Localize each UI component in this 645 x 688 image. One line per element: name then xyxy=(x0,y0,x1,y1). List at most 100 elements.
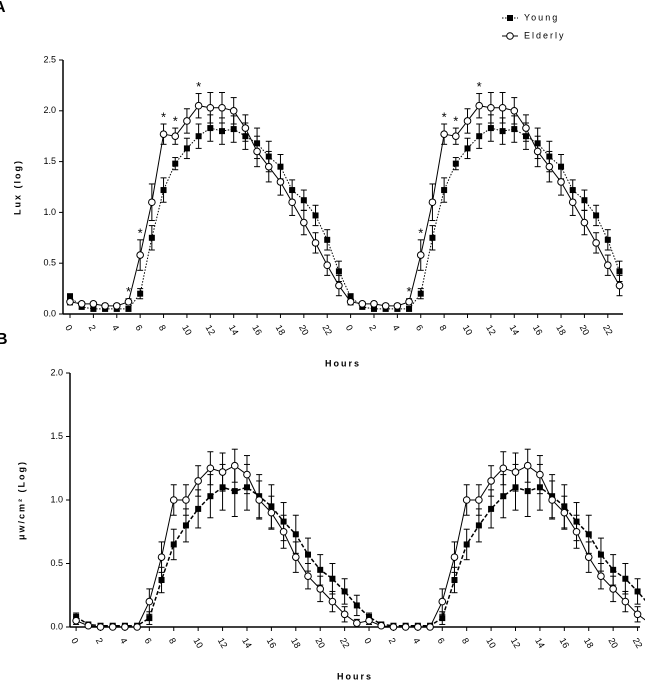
x-tick-label: 12 xyxy=(216,636,230,650)
marker xyxy=(358,300,367,308)
marker xyxy=(441,187,448,194)
marker xyxy=(633,610,642,619)
marker xyxy=(218,103,226,112)
marker xyxy=(253,147,261,156)
series-line xyxy=(69,127,620,310)
marker xyxy=(89,300,98,308)
marker xyxy=(133,623,141,631)
marker xyxy=(121,623,129,631)
marker xyxy=(300,218,308,227)
marker xyxy=(148,198,156,207)
marker xyxy=(604,236,611,243)
marker xyxy=(171,132,180,140)
panel-label: B xyxy=(0,331,8,348)
y-tick-label: 1.5 xyxy=(50,431,63,441)
marker xyxy=(533,147,542,156)
marker xyxy=(507,15,513,21)
x-tick-label: 2 xyxy=(387,636,398,645)
marker xyxy=(125,305,132,312)
panel-label: A xyxy=(0,0,6,16)
marker xyxy=(172,160,179,167)
x-tick-label: 0 xyxy=(362,636,373,645)
marker xyxy=(545,162,554,171)
marker xyxy=(304,572,312,581)
y-axis-label: Lux (log) xyxy=(12,159,22,215)
marker xyxy=(292,531,299,538)
marker xyxy=(452,160,459,167)
significance-mark: * xyxy=(453,114,458,129)
marker xyxy=(231,488,238,495)
marker xyxy=(323,261,332,270)
marker xyxy=(393,302,402,310)
marker xyxy=(182,522,189,529)
y-tick-label: 2.0 xyxy=(50,367,63,377)
marker xyxy=(370,305,377,312)
marker xyxy=(417,290,424,297)
marker xyxy=(464,145,471,152)
marker xyxy=(439,615,446,622)
marker xyxy=(169,496,178,504)
marker xyxy=(451,577,458,584)
marker xyxy=(292,553,300,561)
marker xyxy=(157,553,166,561)
marker xyxy=(523,461,532,470)
marker xyxy=(487,103,495,112)
x-tick-label: 8 xyxy=(167,636,178,645)
series-line xyxy=(69,105,620,307)
marker xyxy=(255,496,263,504)
significance-mark: * xyxy=(442,109,447,124)
marker xyxy=(206,464,215,473)
marker xyxy=(279,527,288,536)
marker xyxy=(207,493,214,500)
marker xyxy=(194,101,203,110)
x-tick-label: 6 xyxy=(143,636,154,645)
marker xyxy=(572,527,581,536)
marker xyxy=(440,130,448,138)
marker xyxy=(312,212,319,219)
marker xyxy=(406,305,413,312)
marker xyxy=(426,623,434,631)
significance-mark: * xyxy=(161,109,166,124)
x-tick-label: 16 xyxy=(558,636,572,650)
x-tick-label: 14 xyxy=(240,636,254,650)
marker xyxy=(305,551,312,558)
marker xyxy=(615,281,624,290)
marker xyxy=(524,488,531,495)
marker xyxy=(401,623,410,631)
marker xyxy=(300,197,307,204)
x-tick-label: 14 xyxy=(507,323,521,337)
marker xyxy=(267,508,276,517)
significance-mark: * xyxy=(407,284,412,299)
marker xyxy=(341,588,348,595)
x-tick-label: 16 xyxy=(531,323,545,337)
marker xyxy=(475,522,482,529)
marker xyxy=(499,464,508,473)
marker xyxy=(610,566,617,573)
marker xyxy=(183,145,190,152)
x-tick-label: 6 xyxy=(133,323,144,332)
x-axis-label: Hours xyxy=(325,358,361,368)
marker xyxy=(558,163,565,170)
marker xyxy=(634,588,641,595)
y-tick-label: 1.0 xyxy=(43,207,56,217)
marker xyxy=(580,218,589,227)
x-tick-label: 4 xyxy=(391,323,402,332)
marker xyxy=(511,468,520,476)
marker xyxy=(346,298,355,306)
marker xyxy=(365,616,373,625)
x-tick-label: 18 xyxy=(554,323,568,337)
x-tick-label: 10 xyxy=(484,636,498,650)
marker xyxy=(145,597,154,606)
marker xyxy=(316,585,325,593)
marker xyxy=(557,178,565,186)
x-tick-label: 18 xyxy=(274,323,288,337)
marker xyxy=(347,293,354,300)
x-tick-label: 0 xyxy=(63,323,74,332)
marker xyxy=(405,298,413,306)
x-tick-label: 14 xyxy=(533,636,547,650)
marker xyxy=(609,585,617,593)
marker xyxy=(581,197,588,204)
marker xyxy=(229,107,238,115)
marker xyxy=(206,103,215,112)
